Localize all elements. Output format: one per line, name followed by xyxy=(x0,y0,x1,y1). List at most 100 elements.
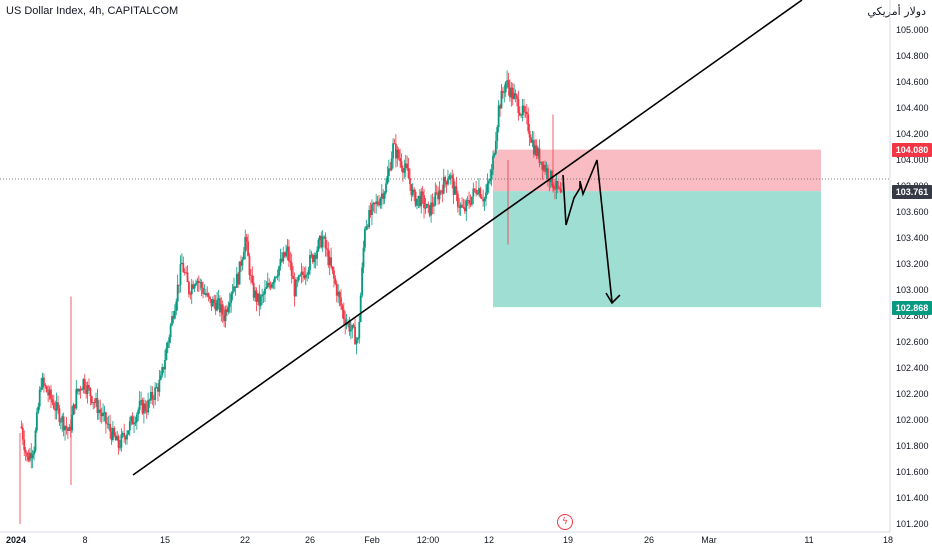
candle-body xyxy=(340,297,342,306)
candle xyxy=(195,279,197,287)
candle-body xyxy=(147,399,150,413)
candle xyxy=(290,253,293,284)
candle-body xyxy=(119,447,121,449)
candle-body xyxy=(497,105,500,128)
candle-body xyxy=(365,226,368,230)
candle-body xyxy=(96,398,99,413)
candle xyxy=(454,181,456,195)
candle-body xyxy=(321,236,324,248)
candle-body xyxy=(337,291,340,296)
candle-body xyxy=(183,272,186,273)
candle xyxy=(172,311,175,324)
tv-lightning-icon[interactable]: ϟ xyxy=(557,514,573,530)
candle-body xyxy=(264,288,266,295)
candle xyxy=(240,255,242,273)
candle-body xyxy=(454,186,456,195)
candle-body xyxy=(556,180,559,189)
candle-body xyxy=(244,237,247,253)
candle-body xyxy=(148,399,151,401)
candle xyxy=(456,190,459,213)
candle xyxy=(57,395,59,415)
candle xyxy=(199,278,202,291)
candle-body xyxy=(296,279,299,281)
candle-body xyxy=(420,191,423,207)
take-profit-zone xyxy=(493,191,821,308)
price-label-text: 103.761 xyxy=(896,187,929,197)
candle xyxy=(331,266,334,275)
candle xyxy=(416,198,418,210)
candle-body xyxy=(554,188,556,190)
candle-body xyxy=(285,251,287,257)
projected-path xyxy=(562,159,613,303)
candle xyxy=(313,252,316,269)
candle xyxy=(37,402,40,415)
candle xyxy=(97,400,100,420)
candle xyxy=(258,284,261,317)
candle-body xyxy=(262,294,265,296)
candle-body xyxy=(109,423,111,432)
price-tick-label: 104.600 xyxy=(896,77,929,87)
candle xyxy=(483,196,486,212)
candle xyxy=(66,427,69,440)
candle-body xyxy=(133,423,135,425)
candle xyxy=(90,395,93,406)
position-zones xyxy=(493,149,821,308)
time-tick-label: 19 xyxy=(563,535,573,545)
candle-body xyxy=(327,249,330,266)
candle xyxy=(279,248,282,271)
candle xyxy=(245,233,248,251)
candle xyxy=(102,403,104,422)
candle-body xyxy=(179,264,182,285)
candle-body xyxy=(462,206,465,208)
candle-body xyxy=(121,433,124,435)
candle xyxy=(371,199,373,226)
candle-body xyxy=(392,143,394,159)
candle xyxy=(59,417,62,430)
candle-body xyxy=(196,280,199,284)
candle xyxy=(28,447,31,463)
candle xyxy=(180,253,183,265)
candle-body xyxy=(375,201,378,205)
candle-body xyxy=(55,402,58,411)
candle-body xyxy=(51,399,54,403)
candle-body xyxy=(66,428,69,431)
candle xyxy=(78,388,81,396)
candle-body xyxy=(103,412,106,414)
candle-body xyxy=(471,196,473,205)
candle xyxy=(473,187,476,193)
candle xyxy=(157,383,159,402)
candle xyxy=(123,423,126,443)
candle-body xyxy=(240,261,242,266)
candle xyxy=(24,447,27,461)
candle-body xyxy=(310,254,313,256)
candle-body xyxy=(354,326,356,345)
candle xyxy=(137,407,140,422)
candle xyxy=(527,107,530,134)
candle xyxy=(417,195,420,209)
candle xyxy=(382,189,385,205)
candle xyxy=(486,173,489,195)
candle-body xyxy=(28,452,31,461)
candle xyxy=(61,413,64,432)
candle-body xyxy=(85,389,88,394)
candle xyxy=(542,161,545,172)
price-tick-label: 102.200 xyxy=(896,389,929,399)
candle-body xyxy=(165,348,168,360)
candle-body xyxy=(404,163,407,169)
candle-body xyxy=(266,282,269,288)
candle xyxy=(275,276,278,279)
candle-body xyxy=(525,111,528,115)
candle-body xyxy=(444,177,447,182)
price-label-stop-loss: 104.080 xyxy=(892,143,932,157)
candle xyxy=(238,261,241,285)
candle xyxy=(251,266,254,286)
candle-body xyxy=(202,287,204,294)
candle xyxy=(237,271,240,288)
candle-body xyxy=(58,408,61,423)
candle xyxy=(27,449,30,463)
candle xyxy=(493,152,496,158)
candle xyxy=(335,280,338,303)
candle xyxy=(511,82,514,106)
